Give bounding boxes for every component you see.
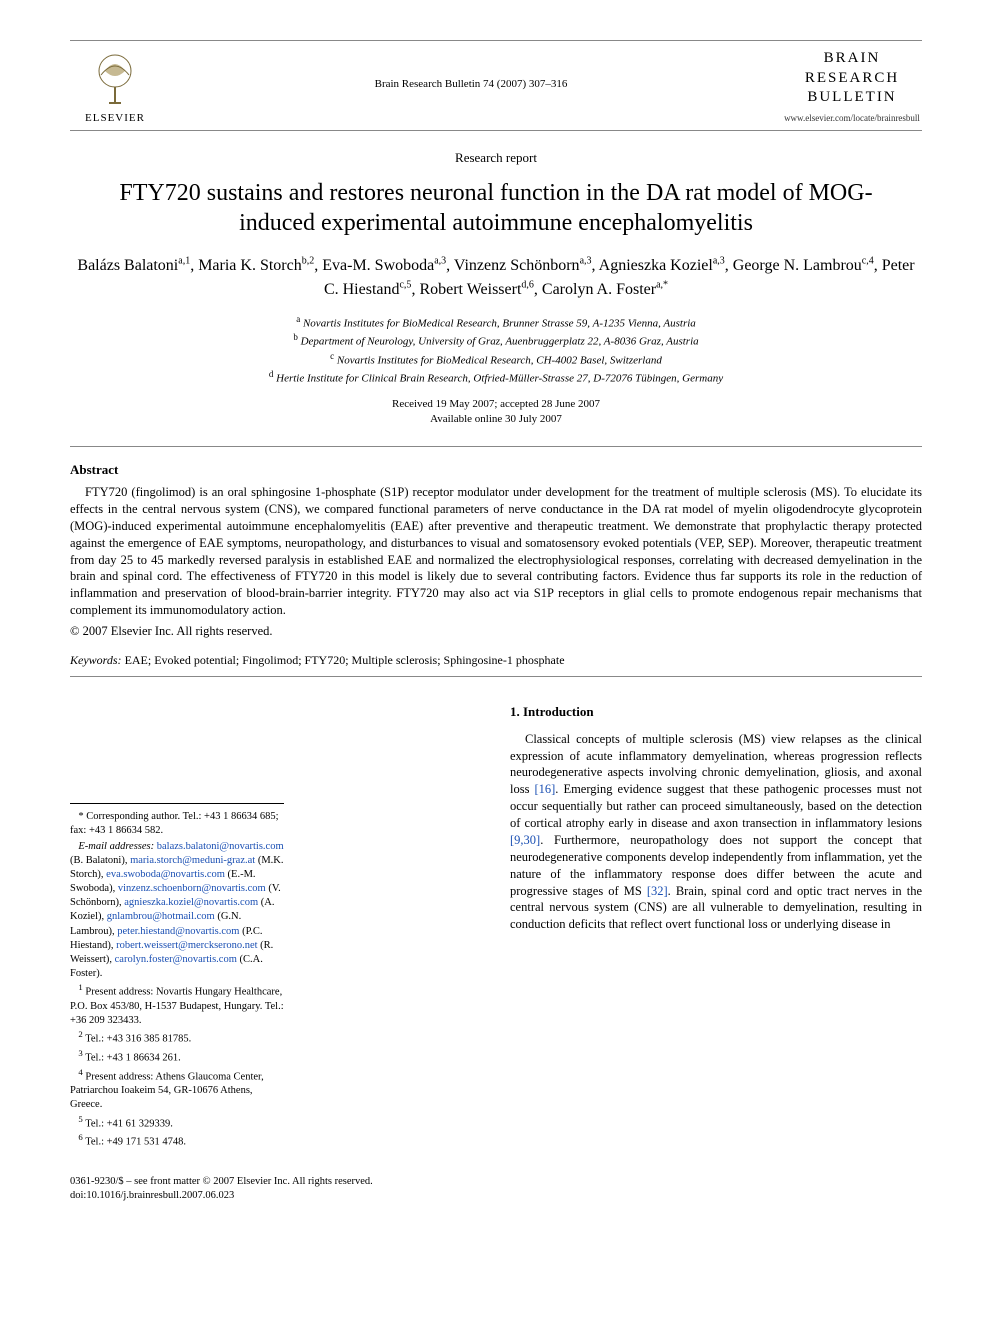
right-column: 1. Introduction Classical concepts of mu… xyxy=(510,703,922,1151)
publisher-logo: ELSEVIER xyxy=(70,49,160,126)
divider xyxy=(70,676,922,677)
journal-name-3: BULLETIN xyxy=(782,88,922,108)
abstract-heading: Abstract xyxy=(70,461,922,479)
intro-body: Classical concepts of multiple sclerosis… xyxy=(510,731,922,934)
footer: 0361-9230/$ – see front matter © 2007 El… xyxy=(70,1175,922,1202)
journal-name-1: BRAIN xyxy=(782,49,922,69)
abstract-copyright: © 2007 Elsevier Inc. All rights reserved… xyxy=(70,623,922,640)
journal-branding: BRAIN RESEARCH BULLETIN www.elsevier.com… xyxy=(782,49,922,124)
issn-line: 0361-9230/$ – see front matter © 2007 El… xyxy=(70,1175,922,1189)
affiliations: a Novartis Institutes for BioMedical Res… xyxy=(70,313,922,387)
citation-line: Brain Research Bulletin 74 (2007) 307–31… xyxy=(160,49,782,92)
elsevier-tree-icon xyxy=(83,49,147,109)
article-title: FTY720 sustains and restores neuronal fu… xyxy=(90,178,902,238)
publisher-name: ELSEVIER xyxy=(85,111,145,126)
body-columns: * Corresponding author. Tel.: +43 1 8663… xyxy=(70,703,922,1151)
left-column: * Corresponding author. Tel.: +43 1 8663… xyxy=(70,703,482,1151)
keywords-text: EAE; Evoked potential; Fingolimod; FTY72… xyxy=(125,653,565,667)
available-online: Available online 30 July 2007 xyxy=(70,412,922,427)
received-accepted: Received 19 May 2007; accepted 28 June 2… xyxy=(70,397,922,412)
keywords-label: Keywords: xyxy=(70,653,122,667)
article-dates: Received 19 May 2007; accepted 28 June 2… xyxy=(70,397,922,428)
keywords: Keywords: EAE; Evoked potential; Fingoli… xyxy=(70,652,922,668)
footnotes-block: * Corresponding author. Tel.: +43 1 8663… xyxy=(70,803,284,1150)
authors-list: Balázs Balatonia,1, Maria K. Storchb,2, … xyxy=(70,254,922,300)
abstract-body: FTY720 (fingolimod) is an oral sphingosi… xyxy=(70,484,922,619)
journal-name-2: RESEARCH xyxy=(782,69,922,89)
divider xyxy=(70,446,922,447)
page-header: ELSEVIER Brain Research Bulletin 74 (200… xyxy=(70,40,922,131)
journal-url: www.elsevier.com/locate/brainresbull xyxy=(782,112,922,124)
article-type: Research report xyxy=(70,149,922,167)
doi-line: doi:10.1016/j.brainresbull.2007.06.023 xyxy=(70,1189,922,1203)
intro-heading: 1. Introduction xyxy=(510,703,922,721)
